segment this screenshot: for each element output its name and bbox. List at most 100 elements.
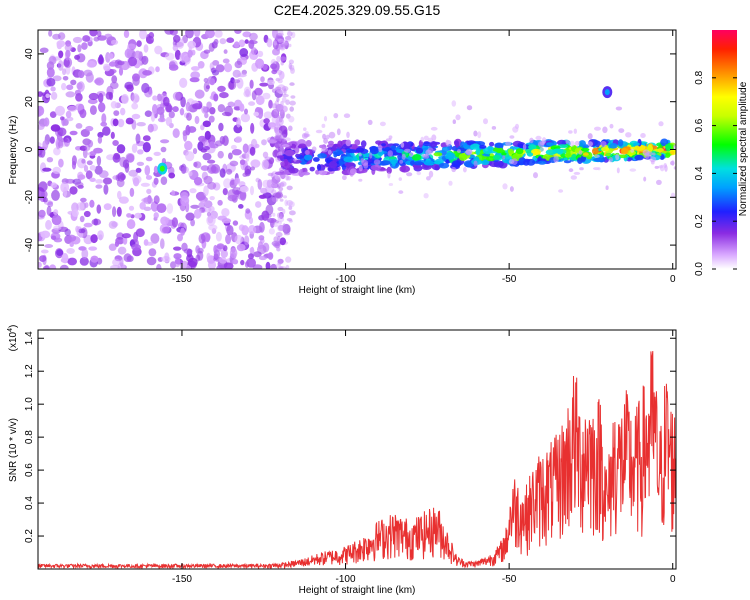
- heatmap-cell: [75, 123, 83, 129]
- heatmap-cell: [236, 243, 246, 252]
- heatmap-cell: [303, 133, 310, 138]
- heatmap-cell: [268, 228, 275, 235]
- heatmap-cell: [218, 122, 224, 132]
- heatmap-cell: [601, 146, 610, 152]
- heatmap-cell: [259, 82, 269, 87]
- heatmap-cell: [119, 173, 126, 181]
- heatmap-cell: [203, 77, 209, 83]
- heatmap-cell: [42, 140, 49, 150]
- heatmap-cell: [136, 161, 145, 166]
- heatmap-cell: [46, 205, 52, 216]
- heatmap-cell: [538, 141, 544, 148]
- heatmap-cell: [483, 118, 488, 125]
- heatmap-cell: [189, 77, 200, 83]
- heatmap-cell: [423, 135, 429, 141]
- heatmap-cell: [66, 234, 77, 242]
- heatmap-cell: [208, 115, 215, 123]
- heatmap-cell: [208, 224, 218, 231]
- heatmap-cell: [96, 155, 102, 166]
- heatmap-cell: [509, 135, 515, 139]
- heatmap-cell: [58, 158, 64, 168]
- heatmap-cell: [568, 168, 574, 173]
- heatmap-cell: [282, 144, 290, 148]
- heatmap-cell: [197, 141, 204, 151]
- heatmap-cell: [458, 153, 468, 161]
- heatmap-cell: [428, 170, 434, 178]
- heatmap-cell: [429, 141, 438, 148]
- heatmap-cell: [288, 43, 292, 48]
- snr-series-line: [38, 351, 676, 569]
- heatmap-cell: [325, 134, 330, 140]
- heatmap-cell: [81, 158, 86, 164]
- heatmap-cell: [203, 49, 211, 54]
- heatmap-cell: [563, 157, 568, 162]
- heatmap-cell: [535, 135, 542, 141]
- heatmap-cell: [226, 225, 234, 236]
- heatmap-cell: [220, 249, 228, 258]
- heatmap-cell: [266, 79, 275, 85]
- tick-label: 0.2: [24, 529, 35, 543]
- heatmap-cell: [98, 170, 109, 179]
- heatmap-cell: [410, 160, 415, 166]
- heatmap-cell: [249, 247, 255, 254]
- heatmap-cell: [101, 113, 107, 124]
- heatmap-cell: [204, 30, 215, 39]
- heatmap-cell: [103, 184, 109, 195]
- heatmap-cell: [150, 111, 156, 122]
- heatmap-cell: [38, 145, 43, 156]
- tick-label: 0.6: [694, 118, 705, 132]
- heatmap-y-label: Frequency (Hz): [8, 116, 19, 185]
- heatmap-cell: [323, 138, 328, 144]
- heatmap-cell: [343, 156, 355, 163]
- heatmap-cell: [191, 66, 200, 71]
- heatmap-cell: [303, 154, 313, 161]
- heatmap-cell: [457, 149, 461, 153]
- heatmap-cell: [237, 73, 247, 78]
- heatmap-cell: [193, 208, 202, 219]
- heatmap-cell: [143, 196, 154, 205]
- heatmap-cell: [114, 240, 120, 247]
- heatmap-cell: [72, 36, 83, 44]
- tick-label: -100: [336, 574, 356, 585]
- heatmap-cell: [275, 242, 280, 249]
- heatmap-cell: [369, 146, 379, 155]
- heatmap-cell: [129, 187, 135, 197]
- heatmap-cell: [272, 48, 280, 56]
- heatmap-cell: [141, 55, 149, 65]
- heatmap-cell: [52, 166, 61, 174]
- heatmap-cell: [83, 210, 91, 218]
- heatmap-cell: [413, 161, 424, 166]
- heatmap-cell: [171, 190, 176, 196]
- heatmap-cell: [388, 156, 397, 160]
- heatmap-cell: [409, 152, 414, 157]
- heatmap-cell: [318, 170, 328, 176]
- heatmap-cell: [168, 64, 179, 71]
- heatmap-cell: [323, 115, 328, 122]
- heatmap-cell: [155, 66, 160, 73]
- heatmap-cell: [39, 47, 49, 54]
- colorbar-label: Normalized spectral amplitude: [738, 81, 749, 216]
- heatmap-cell: [42, 167, 52, 172]
- heatmap-cell: [39, 255, 47, 262]
- heatmap-cell: [112, 118, 119, 127]
- heatmap-cell: [552, 148, 564, 154]
- heatmap-cell: [198, 135, 207, 142]
- heatmap-cell: [203, 81, 210, 93]
- heatmap-cell: [135, 167, 142, 173]
- heatmap-cell: [194, 161, 202, 169]
- heatmap-cell: [110, 39, 119, 45]
- heatmap-cell: [629, 168, 637, 172]
- heatmap-cell: [581, 147, 590, 152]
- heatmap-cell: [163, 96, 170, 107]
- heatmap-cell: [110, 81, 119, 90]
- heatmap-cell: [86, 60, 96, 68]
- heatmap-cell: [277, 235, 281, 243]
- heatmap-cell: [164, 252, 170, 261]
- heatmap-cell: [207, 159, 216, 164]
- heatmap-cell: [69, 130, 78, 136]
- heatmap-cell: [160, 146, 167, 153]
- heatmap-cell: [146, 256, 157, 266]
- heatmap-cell: [420, 136, 425, 142]
- heatmap-cell: [75, 225, 80, 233]
- heatmap-cell: [97, 131, 104, 138]
